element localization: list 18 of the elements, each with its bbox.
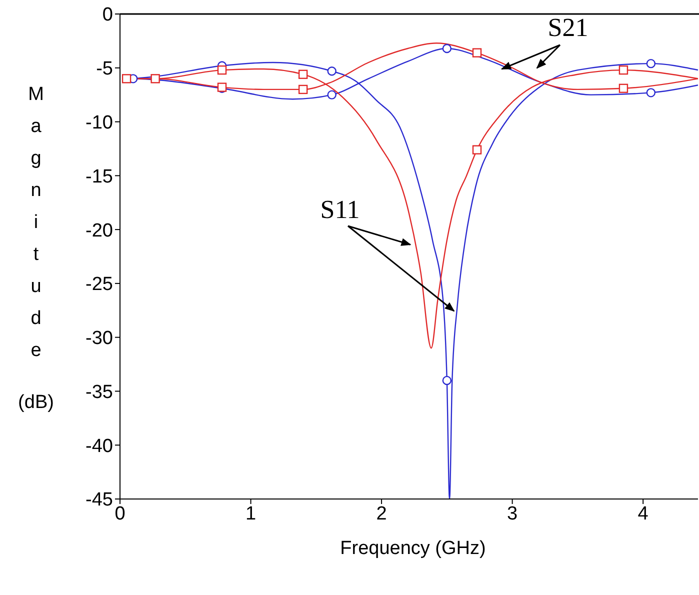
- y-tick-label: -35: [86, 382, 113, 403]
- annotation: S11: [320, 195, 360, 224]
- x-tick-label: 4: [638, 503, 649, 524]
- y-tick-label: -10: [86, 112, 113, 134]
- x-tick-label: 2: [376, 503, 387, 524]
- y-tick-label: -30: [86, 328, 113, 350]
- y-tick-label: -20: [86, 220, 113, 242]
- y-tick-label: 0: [102, 4, 113, 26]
- y-tick-label: -15: [86, 166, 113, 188]
- x-tick-label: 3: [507, 503, 518, 524]
- text: Magnitude (dB): [18, 84, 54, 413]
- y-tick-label: -45: [86, 490, 113, 511]
- y-tick-label: -25: [86, 274, 113, 296]
- x-tick-label: 1: [245, 503, 256, 524]
- annotation: S21: [548, 13, 588, 42]
- y-tick-label: -40: [86, 436, 113, 457]
- x-axis-title: Frequency (GHz): [340, 538, 486, 559]
- y-tick-label: -5: [96, 58, 113, 80]
